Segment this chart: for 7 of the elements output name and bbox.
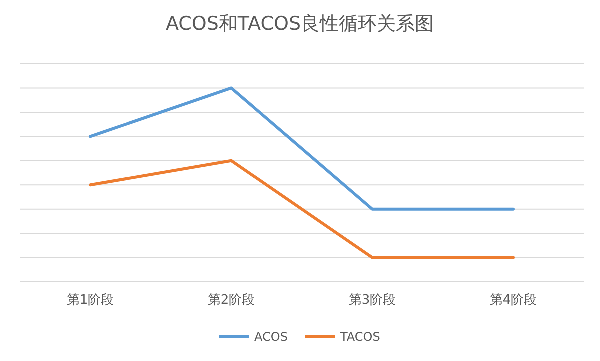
legend-label: ACOS bbox=[254, 330, 288, 344]
chart-title: ACOS和TACOS良性循环关系图 bbox=[166, 13, 434, 35]
x-tick-label: 第4阶段 bbox=[490, 293, 538, 308]
legend-label: TACOS bbox=[340, 330, 380, 344]
x-tick-label: 第3阶段 bbox=[348, 293, 396, 308]
x-tick-label: 第2阶段 bbox=[208, 293, 256, 308]
x-tick-label: 第1阶段 bbox=[66, 293, 114, 308]
